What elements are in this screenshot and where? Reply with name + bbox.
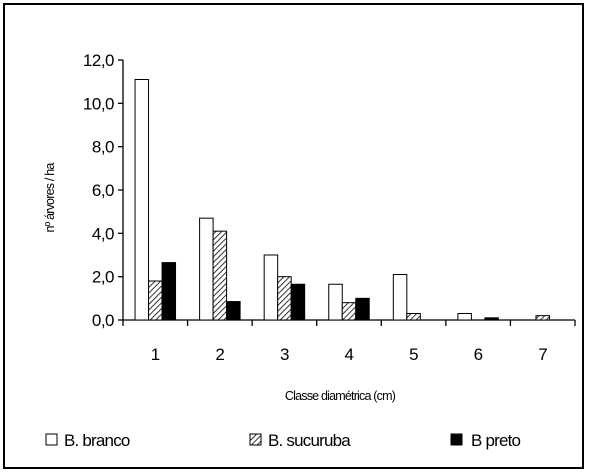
bar-b-preto-4 [355,297,370,321]
x-tick-label: 3 [280,345,289,364]
y-tick-label: 4,0 [92,224,114,243]
bar-b-branco-3 [263,254,279,321]
x-tick-label: 1 [151,345,160,364]
y-tick-label: 0,0 [92,311,114,330]
y-tick-label: 8,0 [92,138,114,157]
bar-b-sucuruba-2 [212,230,228,321]
chart-frame [3,3,584,469]
bar-b-branco-1 [134,79,150,321]
bar-b-preto-1 [161,262,177,321]
bar-b-branco-2 [199,217,214,321]
axes [118,59,576,326]
labels: 0,0 2,0 4,0 6,0 8,0 10,0 12,0 1 2 3 4 5 6 7 [83,51,548,364]
x-tick-label: 7 [538,345,547,364]
bar-b-sucuruba-3 [277,276,292,321]
y-tick-label: 12,0 [83,51,114,70]
legend-swatch [249,433,262,446]
bar-b-preto-6 [484,317,499,321]
legend-swatch [450,433,463,446]
legend-swatch [45,433,58,446]
bar-b-branco-6 [457,313,472,321]
x-tick-label: 5 [409,345,418,364]
legend-label: B. branco [64,431,130,450]
bar-b-preto-2 [226,301,241,321]
legend-label: B. sucuruba [268,431,351,450]
bar-b-branco-4 [328,283,343,321]
y-tick-label: 2,0 [92,268,114,287]
y-tick-label: 10,0 [83,94,114,113]
bars [134,79,550,321]
legend: B. branco B. sucuruba B preto [45,431,521,450]
bar-b-sucuruba-7 [535,315,550,321]
x-tick-label: 6 [474,345,483,364]
bar-b-sucuruba-5 [406,313,421,321]
legend-label: B preto [471,431,521,450]
y-axis-title: nº árvores / ha [43,163,57,233]
bar-b-sucuruba-4 [341,302,357,321]
x-tick-label: 2 [215,345,224,364]
y-tick-label: 6,0 [92,181,114,200]
bar-b-branco-5 [392,274,408,321]
x-axis-title: Classe diamétrica (cm) [285,389,396,403]
bar-b-preto-3 [290,283,306,321]
x-tick-label: 4 [345,345,354,364]
bar-b-sucuruba-1 [148,280,163,321]
